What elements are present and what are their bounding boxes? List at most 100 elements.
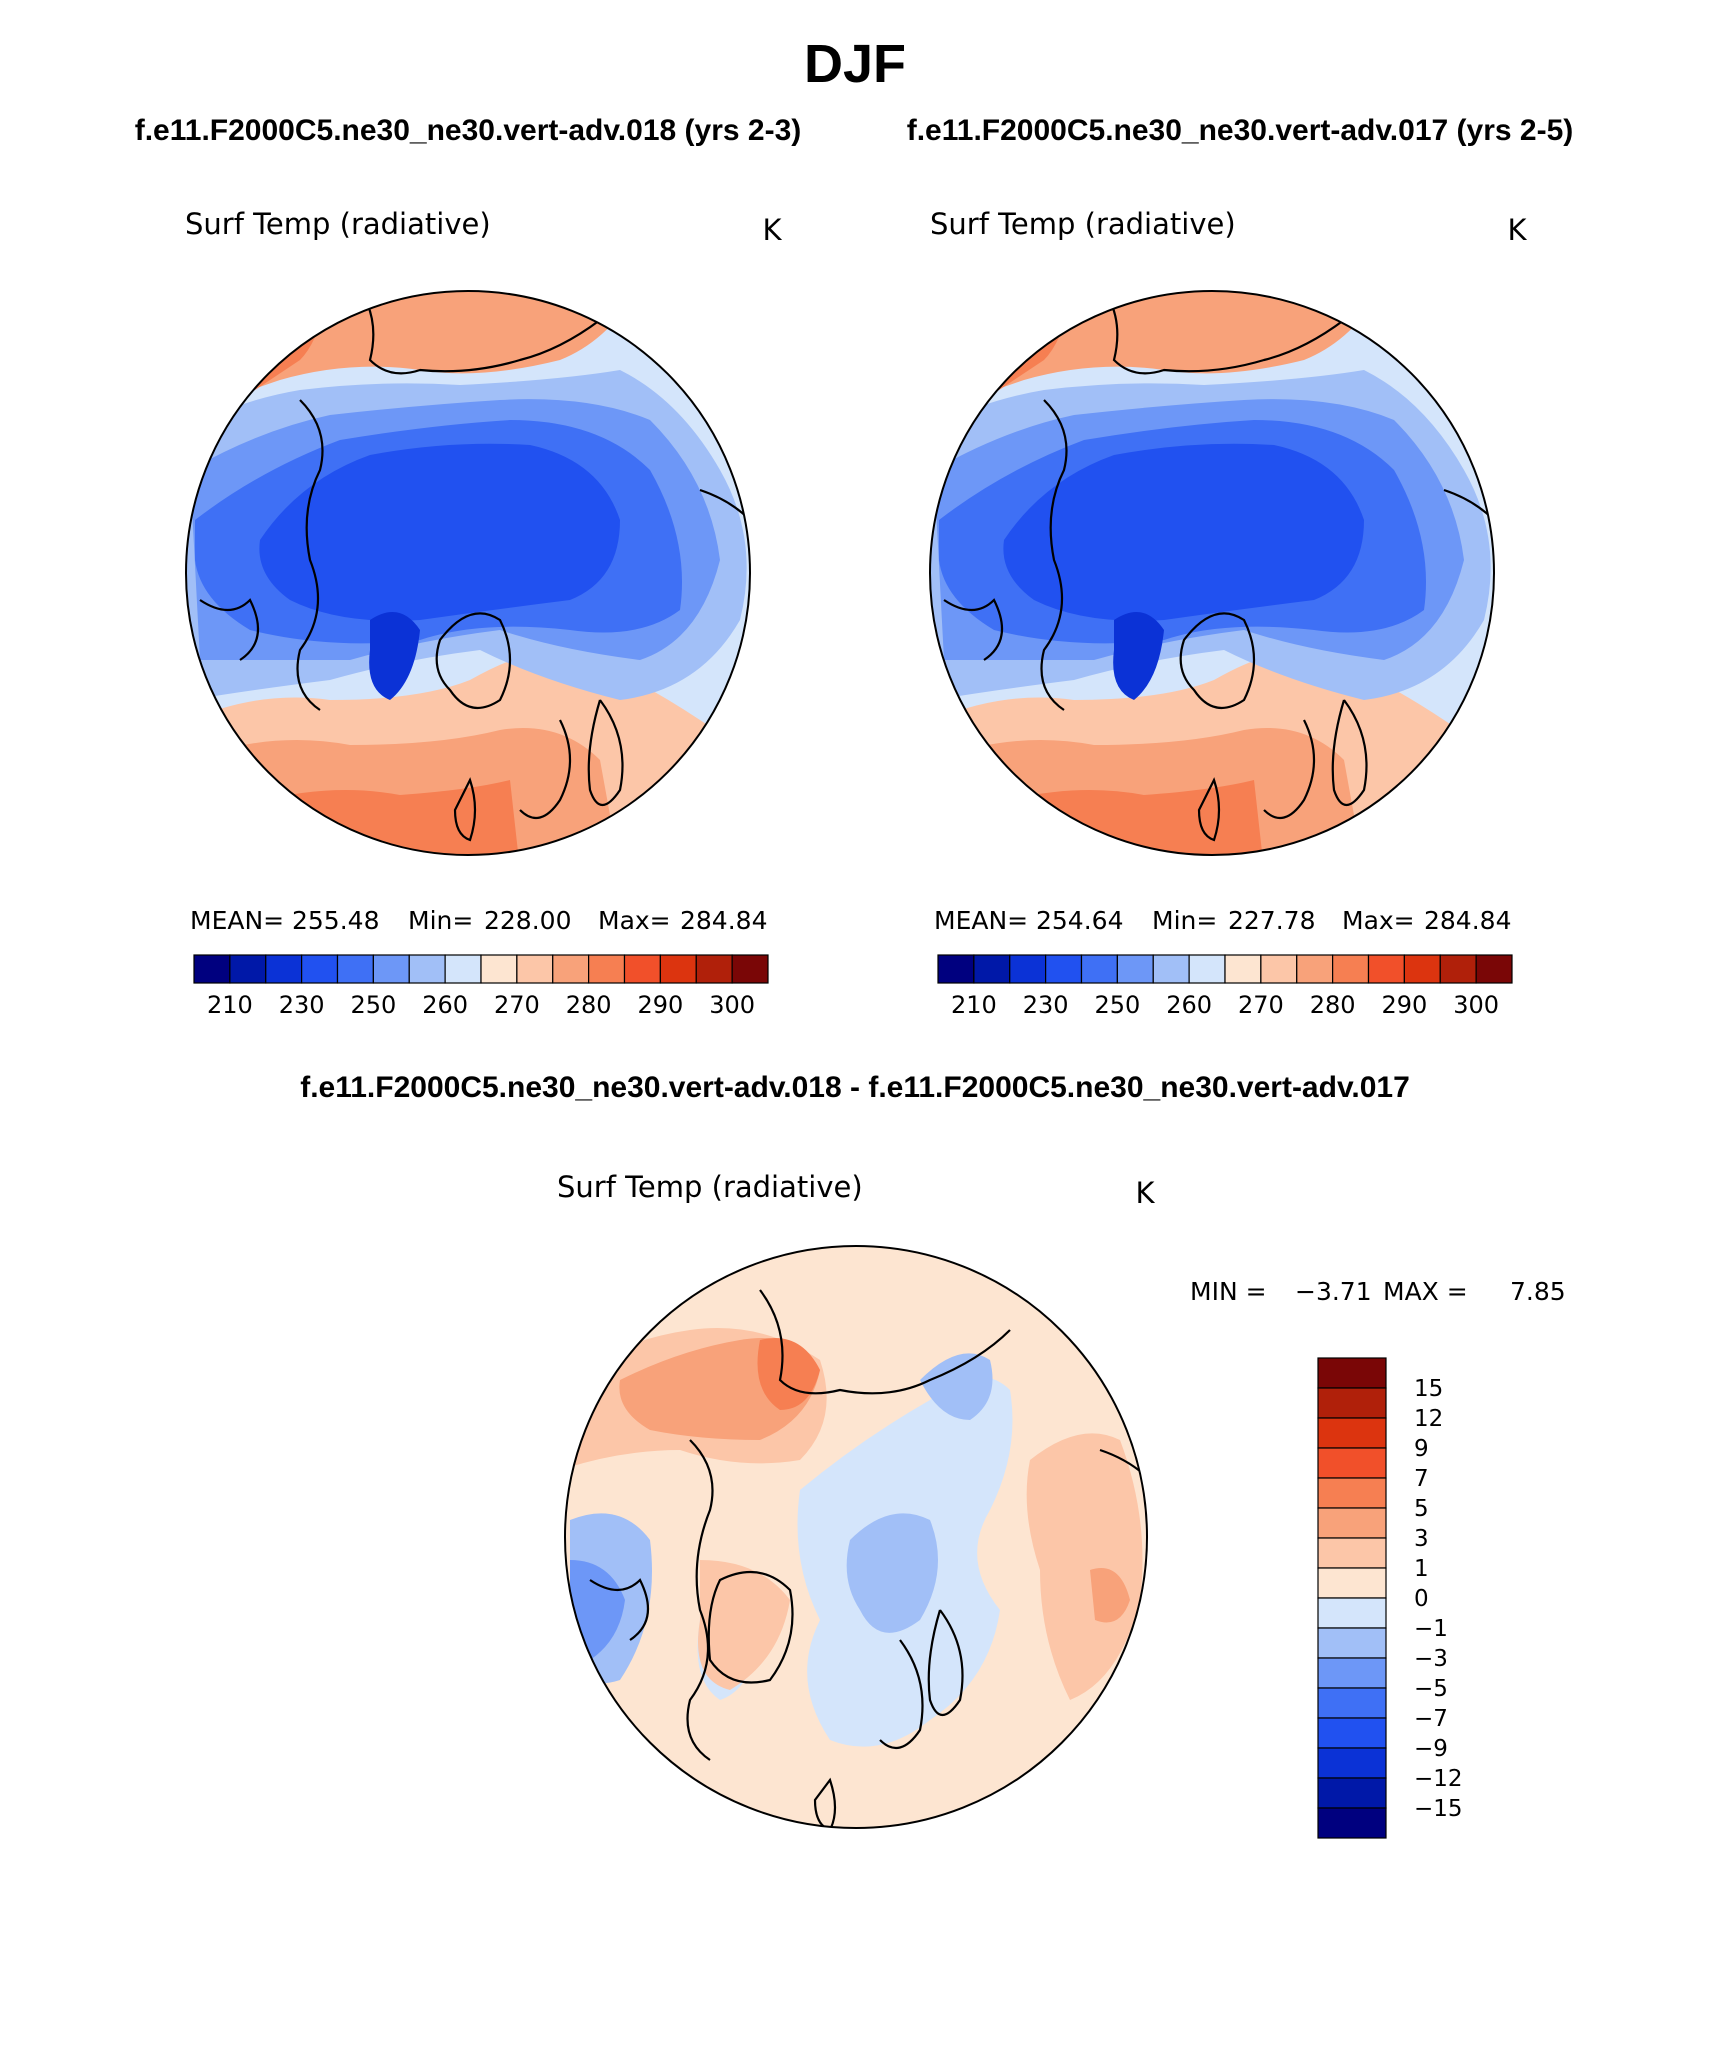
- colorbar-swatch: [623, 954, 661, 984]
- stat-mean-label: MEAN=: [934, 906, 1028, 935]
- stat-max-label: Max=: [598, 906, 671, 935]
- stat-mean-value: 255.48: [292, 906, 379, 935]
- colorbar-swatch: [1116, 954, 1154, 984]
- diff-min-value: −3.71: [1295, 1277, 1372, 1306]
- polar-map-left: [186, 291, 750, 855]
- colorbar-swatch: [1152, 954, 1190, 984]
- difference-title: f.e11.F2000C5.ne30_ne30.vert-adv.018 - f…: [300, 1071, 1410, 1104]
- colorbar-tick-label: 210: [951, 991, 997, 1019]
- stat-max-value: 284.84: [680, 906, 767, 935]
- colorbar-swatch: [1475, 954, 1513, 984]
- stat-min-label: Min=: [408, 906, 473, 935]
- colorbar-swatch: [229, 954, 267, 984]
- colorbar-tick-label: 1: [1414, 1556, 1429, 1582]
- colorbar-tick-label: 250: [1094, 991, 1140, 1019]
- colorbar-swatch: [1224, 954, 1262, 984]
- colorbar-swatch: [1045, 954, 1083, 984]
- colorbar-difference-tick-labels: 15 12 9 7 5 3 1 0 −1 −3 −5 −7 −9 −12 −15: [1414, 1376, 1463, 1822]
- stat-min-value: 227.78: [1228, 906, 1315, 935]
- colorbar-swatch: [1367, 954, 1405, 984]
- colorbar-tick-label: −3: [1414, 1646, 1448, 1672]
- colorbar-swatch: [480, 954, 518, 984]
- colorbar-tick-label: −5: [1414, 1676, 1448, 1702]
- colorbar-swatch: [1317, 1747, 1387, 1779]
- colorbar-swatch: [1317, 1687, 1387, 1719]
- colorbar-tick-label: 12: [1414, 1406, 1443, 1432]
- panel-diff-variable: Surf Temp (radiative): [557, 1170, 863, 1204]
- colorbar-tick-label: 5: [1414, 1496, 1429, 1522]
- colorbar-tick-label: 250: [350, 991, 396, 1019]
- polar-map-right: [930, 291, 1494, 855]
- stat-max-label: Max=: [1342, 906, 1415, 935]
- stat-mean-label: MEAN=: [190, 906, 284, 935]
- colorbar-tick-label: −9: [1414, 1736, 1448, 1762]
- colorbar-swatch: [1317, 1357, 1387, 1389]
- colorbar-tick-label: 290: [637, 991, 683, 1019]
- colorbar-swatch: [1317, 1567, 1387, 1599]
- colorbar-swatch: [973, 954, 1011, 984]
- figure-title: DJF: [804, 34, 906, 94]
- colorbar-tick-label: 270: [494, 991, 540, 1019]
- panel-right-stats: MEAN= 254.64 Min= 227.78 Max= 284.84: [934, 906, 1511, 935]
- diff-max-value: 7.85: [1510, 1277, 1566, 1306]
- colorbar-swatch: [1317, 1777, 1387, 1809]
- colorbar-tick-label: 230: [279, 991, 325, 1019]
- colorbar-tick-label: 210: [207, 991, 253, 1019]
- colorbar-swatch: [1332, 954, 1370, 984]
- stat-mean-value: 254.64: [1036, 906, 1123, 935]
- colorbar-swatch: [1439, 954, 1477, 984]
- colorbar-swatch: [731, 954, 769, 984]
- panel-right-units: K: [1507, 213, 1527, 247]
- colorbar-swatch: [444, 954, 482, 984]
- colorbar-tick-label: 0: [1414, 1586, 1429, 1612]
- colorbar-swatch: [1009, 954, 1047, 984]
- colorbar-difference: [1317, 1357, 1387, 1839]
- colorbar-right-tick-labels: 210 230 250 260 270 280 290 300: [951, 991, 1499, 1019]
- panel-left-stats: MEAN= 255.48 Min= 228.00 Max= 284.84: [190, 906, 767, 935]
- colorbar-tick-label: 7: [1414, 1466, 1429, 1492]
- colorbar-tick-label: 3: [1414, 1526, 1429, 1552]
- diff-minmax: MIN = −3.71 MAX = 7.85: [1190, 1277, 1566, 1306]
- colorbar-tick-label: 280: [566, 991, 612, 1019]
- colorbar-tick-label: 300: [1453, 991, 1499, 1019]
- subtitle-left: f.e11.F2000C5.ne30_ne30.vert-adv.018 (yr…: [135, 114, 802, 147]
- colorbar-tick-label: 230: [1023, 991, 1069, 1019]
- colorbar-tick-label: 15: [1414, 1376, 1443, 1402]
- colorbar-tick-label: −15: [1414, 1796, 1463, 1822]
- colorbar-left: [193, 954, 769, 984]
- colorbar-swatch: [1296, 954, 1334, 984]
- colorbar-tick-label: 300: [709, 991, 755, 1019]
- colorbar-tick-label: 270: [1238, 991, 1284, 1019]
- panel-left-variable: Surf Temp (radiative): [185, 207, 491, 241]
- colorbar-tick-label: −12: [1414, 1766, 1463, 1792]
- diff-min-label: MIN =: [1190, 1277, 1267, 1306]
- polar-map-difference: [565, 1246, 1147, 1828]
- colorbar-right: [937, 954, 1513, 984]
- stat-min-value: 228.00: [484, 906, 571, 935]
- colorbar-swatch: [1317, 1597, 1387, 1629]
- colorbar-swatch: [1317, 1507, 1387, 1539]
- colorbar-swatch: [1317, 1477, 1387, 1509]
- stat-max-value: 284.84: [1424, 906, 1511, 935]
- colorbar-swatch: [265, 954, 303, 984]
- panel-right: Surf Temp (radiative) K: [929, 207, 1527, 1019]
- colorbar-swatch: [1317, 1417, 1387, 1449]
- colorbar-swatch: [1080, 954, 1118, 984]
- stat-min-label: Min=: [1152, 906, 1217, 935]
- colorbar-swatch: [1317, 1447, 1387, 1479]
- colorbar-tick-label: −1: [1414, 1616, 1448, 1642]
- colorbar-swatch: [1317, 1537, 1387, 1569]
- colorbar-swatch: [1317, 1627, 1387, 1659]
- colorbar-tick-label: 280: [1310, 991, 1356, 1019]
- colorbar-left-tick-labels: 210 230 250 260 270 280 290 300: [207, 991, 755, 1019]
- colorbar-swatch: [1260, 954, 1298, 984]
- panel-left: Surf Temp (radiative) K: [185, 207, 782, 1019]
- diff-max-label: MAX =: [1383, 1277, 1468, 1306]
- panel-diff-units: K: [1135, 1176, 1155, 1210]
- colorbar-swatch: [408, 954, 446, 984]
- colorbar-swatch: [1188, 954, 1226, 984]
- colorbar-swatch: [1317, 1717, 1387, 1749]
- colorbar-swatch: [1317, 1807, 1387, 1839]
- colorbar-swatch: [937, 954, 975, 984]
